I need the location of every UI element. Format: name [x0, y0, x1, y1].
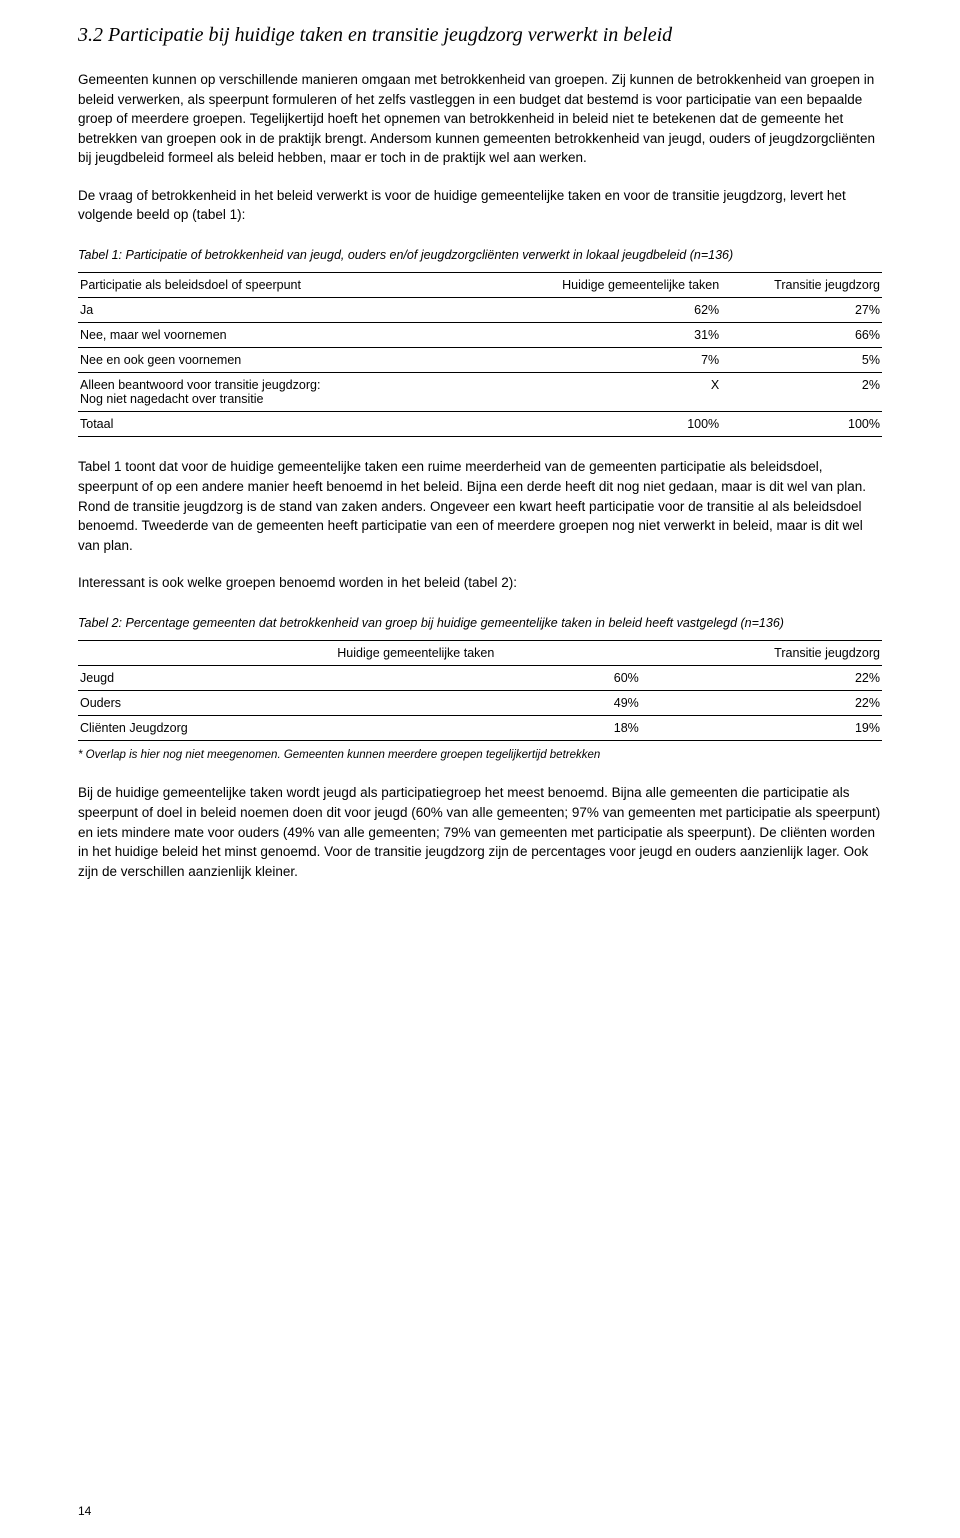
- table-row: Ouders 49% 22%: [78, 691, 882, 716]
- table1-row2-v1: 7%: [464, 348, 721, 373]
- table2-header-col3: Transitie jeugdzorg: [641, 641, 882, 666]
- page: 3.2 Participatie bij huidige taken en tr…: [0, 0, 960, 1538]
- table2-header-col1: [78, 641, 335, 666]
- table1-row4-v1: 100%: [464, 412, 721, 437]
- table2-row2-v1: 18%: [335, 716, 641, 741]
- table2-header-row: Huidige gemeentelijke taken Transitie je…: [78, 641, 882, 666]
- table2-row1-label: Ouders: [78, 691, 335, 716]
- table-row: Nee, maar wel voornemen 31% 66%: [78, 323, 882, 348]
- table-2: Huidige gemeentelijke taken Transitie je…: [78, 640, 882, 741]
- table2-row2-v2: 19%: [641, 716, 882, 741]
- paragraph-5: Bij de huidige gemeentelijke taken wordt…: [78, 783, 882, 881]
- table1-row0-v1: 62%: [464, 298, 721, 323]
- table-row: Ja 62% 27%: [78, 298, 882, 323]
- table1-row4-v2: 100%: [721, 412, 882, 437]
- table1-caption: Tabel 1: Participatie of betrokkenheid v…: [78, 247, 882, 265]
- table2-row0-v1: 60%: [335, 666, 641, 691]
- table2-caption: Tabel 2: Percentage gemeenten dat betrok…: [78, 615, 882, 633]
- table1-row1-v2: 66%: [721, 323, 882, 348]
- table1-row1-label: Nee, maar wel voornemen: [78, 323, 464, 348]
- section-heading: 3.2 Participatie bij huidige taken en tr…: [78, 22, 882, 48]
- paragraph-4: Interessant is ook welke groepen benoemd…: [78, 573, 882, 593]
- table1-header-col3: Transitie jeugdzorg: [721, 273, 882, 298]
- table2-row1-v2: 22%: [641, 691, 882, 716]
- table2-header-col2: Huidige gemeentelijke taken: [335, 641, 641, 666]
- page-number: 14: [78, 1504, 91, 1518]
- table2-row0-label: Jeugd: [78, 666, 335, 691]
- table1-header-col1: Participatie als beleidsdoel of speerpun…: [78, 273, 464, 298]
- table2-row2-label: Cliënten Jeugdzorg: [78, 716, 335, 741]
- table1-row2-label: Nee en ook geen voornemen: [78, 348, 464, 373]
- table1-header-row: Participatie als beleidsdoel of speerpun…: [78, 273, 882, 298]
- table-row: Jeugd 60% 22%: [78, 666, 882, 691]
- table1-row4-label: Totaal: [78, 412, 464, 437]
- table1-row0-label: Ja: [78, 298, 464, 323]
- table1-row3-label: Alleen beantwoord voor transitie jeugdzo…: [78, 373, 464, 412]
- table1-row1-v1: 31%: [464, 323, 721, 348]
- table-row: Alleen beantwoord voor transitie jeugdzo…: [78, 373, 882, 412]
- table2-row0-v2: 22%: [641, 666, 882, 691]
- table2-row1-v1: 49%: [335, 691, 641, 716]
- table1-row0-v2: 27%: [721, 298, 882, 323]
- table-1: Participatie als beleidsdoel of speerpun…: [78, 272, 882, 437]
- table2-footnote: * Overlap is hier nog niet meegenomen. G…: [78, 747, 882, 763]
- table1-row2-v2: 5%: [721, 348, 882, 373]
- table1-header-col2: Huidige gemeentelijke taken: [464, 273, 721, 298]
- table1-row3-v2: 2%: [721, 373, 882, 412]
- table-row: Cliënten Jeugdzorg 18% 19%: [78, 716, 882, 741]
- table-row: Nee en ook geen voornemen 7% 5%: [78, 348, 882, 373]
- table-row: Totaal 100% 100%: [78, 412, 882, 437]
- paragraph-3: Tabel 1 toont dat voor de huidige gemeen…: [78, 457, 882, 555]
- paragraph-1: Gemeenten kunnen op verschillende manier…: [78, 70, 882, 168]
- paragraph-2: De vraag of betrokkenheid in het beleid …: [78, 186, 882, 225]
- table1-row3-v1: X: [464, 373, 721, 412]
